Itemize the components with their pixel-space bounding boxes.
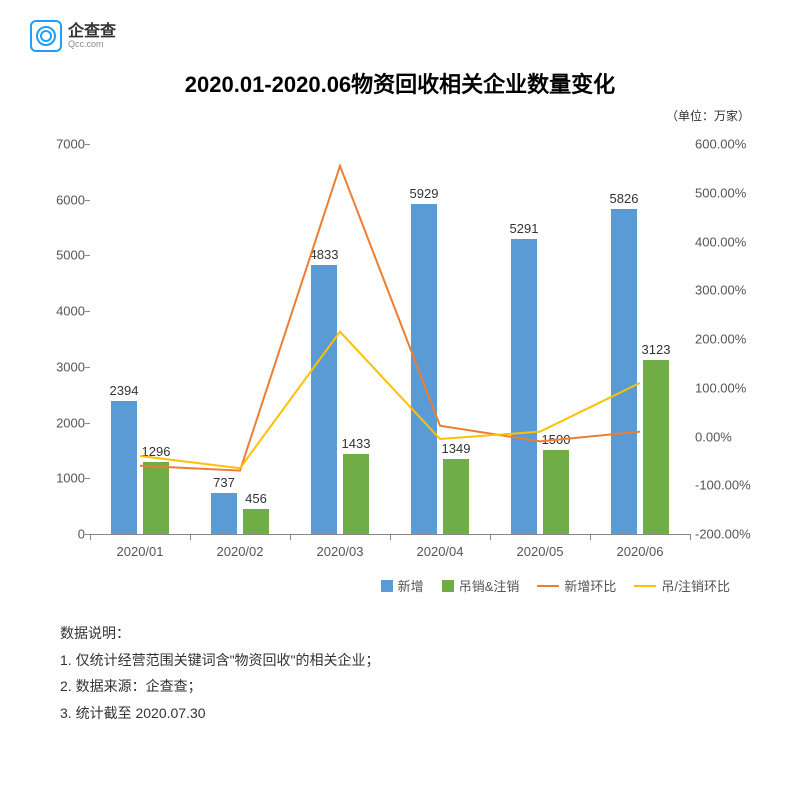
line-new-mom xyxy=(140,166,640,471)
legend-cancel-mom-label: 吊/注销环比 xyxy=(661,576,730,595)
y-left-tick-label: 3000 xyxy=(40,359,85,374)
x-tick-label: 2020/04 xyxy=(417,544,464,559)
y-left-tick-label: 2000 xyxy=(40,415,85,430)
y-right-tick-label: 100.00% xyxy=(695,380,760,395)
y-left-tick-label: 5000 xyxy=(40,248,85,263)
y-left-tick-label: 4000 xyxy=(40,304,85,319)
x-tick-label: 2020/01 xyxy=(117,544,164,559)
y-left-tick-label: 1000 xyxy=(40,471,85,486)
notes: 数据说明： 1. 仅统计经营范围关键词含"物资回收"的相关企业； 2. 数据来源… xyxy=(30,620,770,726)
y-right-tick-label: -200.00% xyxy=(695,527,760,542)
notes-item-1: 1. 仅统计经营范围关键词含"物资回收"的相关企业； xyxy=(60,647,770,674)
x-tick-label: 2020/05 xyxy=(517,544,564,559)
qcc-logo-icon xyxy=(30,20,62,52)
y-right-tick-label: 0.00% xyxy=(695,429,760,444)
notes-item-3: 3. 统计截至 2020.07.30 xyxy=(60,700,770,727)
y-left-tick-label: 7000 xyxy=(40,137,85,152)
notes-item-2: 2. 数据来源：企查查； xyxy=(60,673,770,700)
y-left-tick-label: 0 xyxy=(40,527,85,542)
y-right-tick-label: 200.00% xyxy=(695,332,760,347)
x-tick-label: 2020/03 xyxy=(317,544,364,559)
chart-area: 2394129673745648331433592913495291150058… xyxy=(40,134,760,564)
y-right-tick-label: 400.00% xyxy=(695,234,760,249)
plot: 2394129673745648331433592913495291150058… xyxy=(90,144,690,534)
y-right-tick-label: -100.00% xyxy=(695,478,760,493)
y-right-tick-label: 600.00% xyxy=(695,137,760,152)
y-right-tick-label: 500.00% xyxy=(695,185,760,200)
legend-new-mom: 新增环比 xyxy=(537,576,616,595)
legend-cancel: 吊销&注销 xyxy=(442,576,520,595)
legend-new-label: 新增 xyxy=(398,576,424,595)
legend-new: 新增 xyxy=(381,576,424,595)
page-container: 企查查 Qcc.com 2020.01-2020.06物资回收相关企业数量变化 … xyxy=(0,0,800,790)
legend: 新增 吊销&注销 新增环比 吊/注销环比 xyxy=(30,576,770,595)
logo: 企查查 Qcc.com xyxy=(30,20,770,52)
line-cancel-mom xyxy=(140,332,640,469)
y-left-tick-label: 6000 xyxy=(40,192,85,207)
logo-name: 企查查 xyxy=(68,24,116,40)
legend-cancel-label: 吊销&注销 xyxy=(459,576,520,595)
legend-new-mom-label: 新增环比 xyxy=(564,576,616,595)
notes-header: 数据说明： xyxy=(60,620,770,647)
x-tick-label: 2020/02 xyxy=(217,544,264,559)
chart-title: 2020.01-2020.06物资回收相关企业数量变化 xyxy=(30,67,770,99)
x-tick-label: 2020/06 xyxy=(617,544,664,559)
legend-cancel-mom: 吊/注销环比 xyxy=(634,576,730,595)
chart-unit: （单位：万家） xyxy=(30,107,770,124)
line-overlay xyxy=(90,144,690,534)
y-right-tick-label: 300.00% xyxy=(695,283,760,298)
logo-sub: Qcc.com xyxy=(68,40,116,49)
